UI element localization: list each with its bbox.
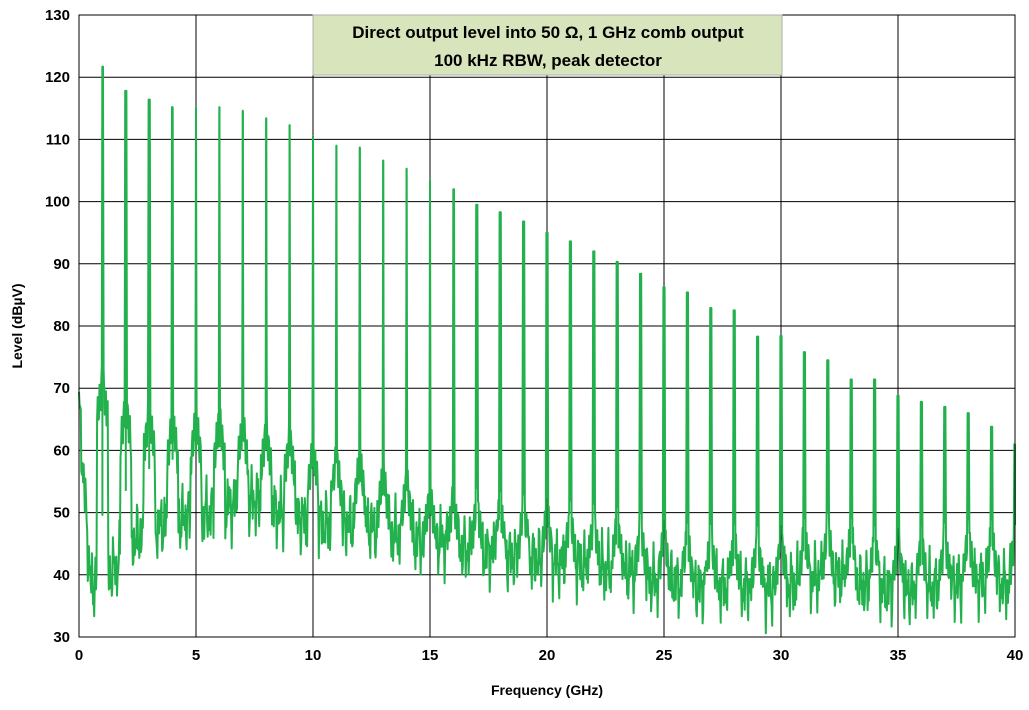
chart-title-line-2: 100 kHz RBW, peak detector — [434, 51, 662, 70]
chart-title-line-1: Direct output level into 50 Ω, 1 GHz com… — [352, 23, 744, 42]
x-axis-tick-labels: 0 5 10 15 20 25 30 35 40 — [75, 647, 1024, 664]
y-axis-tick-labels: 30 40 50 60 70 80 90 100 110 120 130 — [45, 7, 70, 646]
x-tick-label: 0 — [75, 647, 83, 664]
x-tick-label: 5 — [192, 647, 200, 664]
x-tick-label: 30 — [773, 647, 790, 664]
y-tick-label: 110 — [46, 131, 70, 148]
x-tick-label: 40 — [1007, 647, 1024, 664]
x-tick-label: 35 — [890, 647, 907, 664]
y-tick-label: 130 — [45, 7, 70, 24]
x-tick-label: 10 — [305, 647, 322, 664]
y-tick-label: 120 — [45, 69, 70, 86]
y-tick-label: 50 — [53, 505, 70, 522]
y-tick-label: 80 — [53, 318, 70, 335]
x-tick-label: 15 — [422, 647, 439, 664]
spectrum-series — [78, 65, 1016, 635]
y-tick-label: 90 — [53, 256, 70, 273]
y-tick-label: 60 — [53, 442, 70, 459]
x-axis-title: Frequency (GHz) — [491, 682, 603, 698]
x-tick-label: 25 — [656, 647, 673, 664]
y-tick-label: 30 — [53, 629, 70, 646]
y-tick-label: 40 — [53, 567, 70, 584]
x-tick-label: 20 — [539, 647, 556, 664]
y-tick-label: 70 — [53, 380, 70, 397]
y-axis-title: Level (dBµV) — [9, 283, 25, 368]
y-tick-label: 100 — [45, 194, 70, 211]
chart-title-box — [312, 14, 783, 76]
